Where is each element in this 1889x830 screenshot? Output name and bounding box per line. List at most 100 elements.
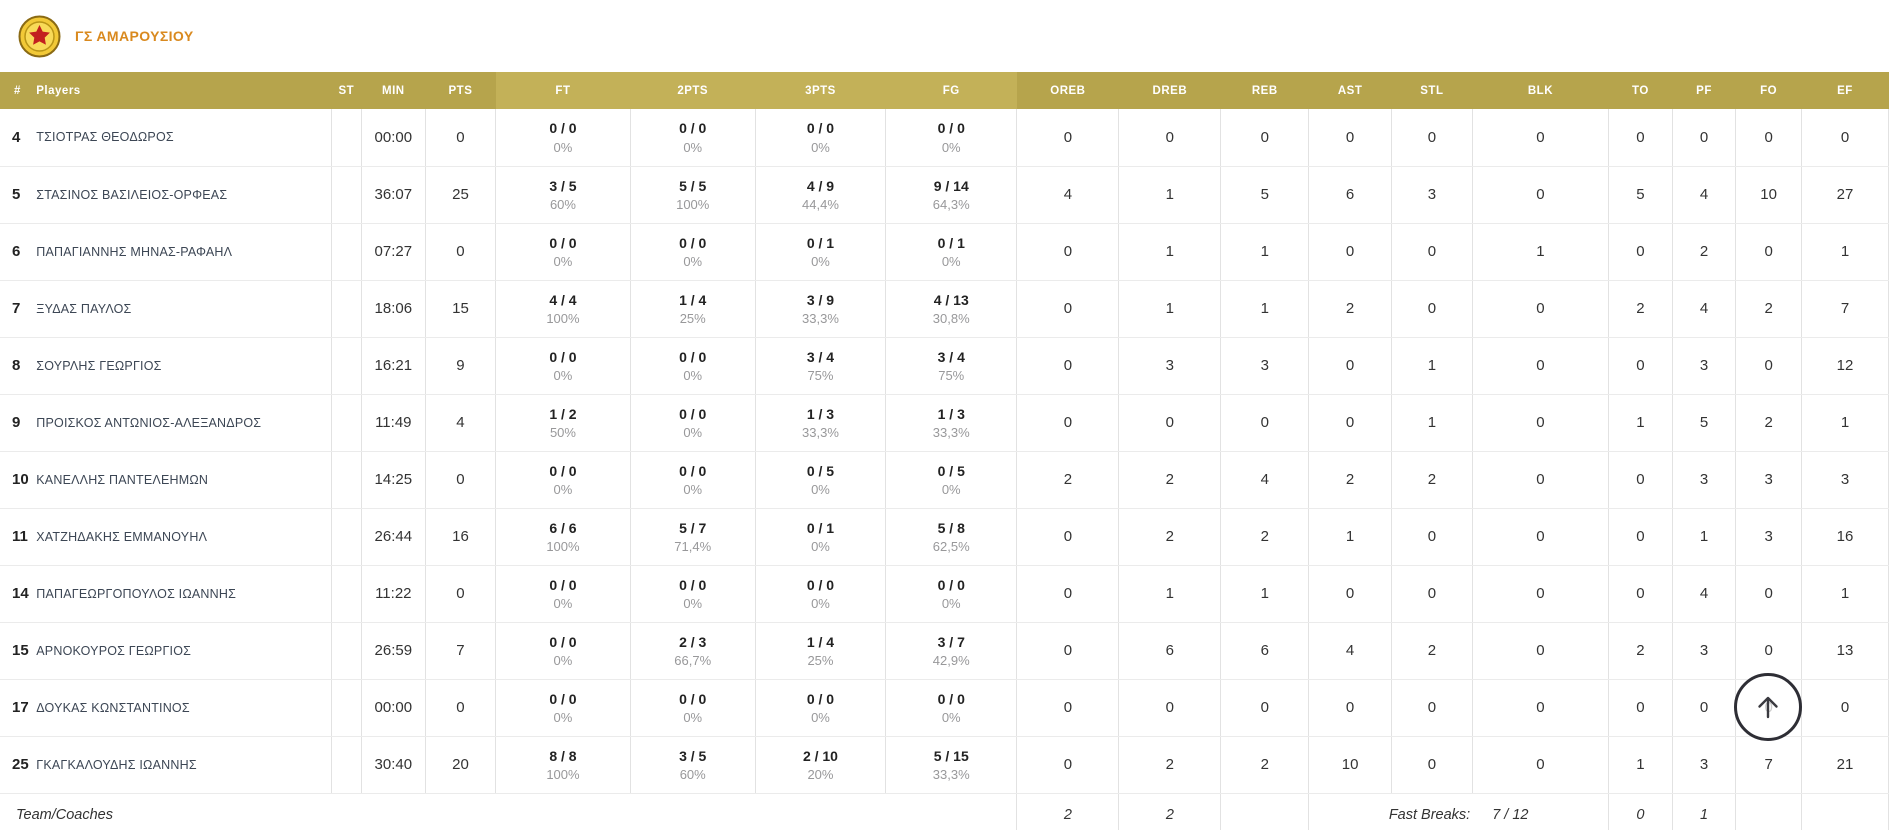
player-number: 10 [0, 451, 29, 509]
player-ast: 2 [1308, 280, 1392, 338]
player-dreb: 0 [1118, 394, 1222, 452]
player-stl: 0 [1391, 679, 1473, 737]
player-min: 11:22 [361, 565, 426, 623]
player-pts: 0 [425, 223, 497, 281]
player-p3: 0 / 0 0% [755, 565, 887, 623]
player-to: 5 [1608, 166, 1673, 224]
player-p2: 0 / 0 0% [630, 394, 756, 452]
player-to: 1 [1608, 394, 1673, 452]
player-reb: 6 [1220, 622, 1310, 680]
player-fg: 0 / 5 0% [885, 451, 1018, 509]
player-ast: 10 [1308, 736, 1392, 794]
player-name: ΑΡΝΟΚΟΥΡΟΣ ΓΕΩΡΓΙΟΣ [28, 622, 332, 680]
player-stl: 0 [1391, 280, 1473, 338]
player-st [331, 508, 363, 566]
player-fg: 0 / 0 0% [885, 109, 1018, 167]
player-row: 10 ΚΑΝΕΛΛΗΣ ΠΑΝΤΕΛΕΗΜΩΝ 14:25 0 0 / 0 0% 0 / 0… [0, 451, 1889, 509]
player-to: 0 [1608, 109, 1673, 167]
player-ast: 0 [1308, 679, 1392, 737]
player-min: 00:00 [361, 109, 426, 167]
player-st [331, 394, 363, 452]
player-number: 15 [0, 622, 29, 680]
player-blk: 0 [1472, 736, 1610, 794]
column-header-players: Players [28, 72, 332, 109]
player-ft: 0 / 0 0% [495, 223, 631, 281]
player-name: ΣΟΥΡΛΗΣ ΓΕΩΡΓΙΟΣ [28, 337, 332, 395]
player-pf: 4 [1672, 280, 1737, 338]
player-stl: 0 [1391, 223, 1473, 281]
footer-fo [1735, 792, 1802, 830]
player-oreb: 0 [1016, 508, 1120, 566]
scroll-to-top-button[interactable] [1734, 673, 1802, 741]
column-header-num: # [0, 72, 29, 109]
player-ft: 0 / 0 0% [495, 565, 631, 623]
player-to: 2 [1608, 280, 1673, 338]
footer-oreb: 2 [1016, 792, 1120, 830]
player-reb: 0 [1220, 679, 1310, 737]
player-oreb: 4 [1016, 166, 1120, 224]
player-ft: 0 / 0 0% [495, 109, 631, 167]
player-dreb: 1 [1118, 223, 1222, 281]
player-reb: 1 [1220, 565, 1310, 623]
player-ast: 0 [1308, 109, 1392, 167]
player-ft: 0 / 0 0% [495, 337, 631, 395]
team-logo [18, 15, 61, 57]
player-ast: 6 [1308, 166, 1392, 224]
player-p3: 0 / 0 0% [755, 109, 887, 167]
player-min: 26:59 [361, 622, 426, 680]
column-header-p3: 3PTS [755, 72, 886, 109]
player-ef: 3 [1801, 451, 1889, 509]
column-header-pts: PTS [425, 72, 496, 109]
player-name: ΣΤΑΣΙΝΟΣ ΒΑΣΙΛΕΙΟΣ-ΟΡΦΕΑΣ [28, 166, 332, 224]
player-row: 14 ΠΑΠΑΓΕΩΡΓΟΠΟΥΛΟΣ ΙΩΑΝΝΗΣ 11:22 0 0 / 0 0% 0… [0, 565, 1889, 623]
player-pf: 2 [1672, 223, 1737, 281]
player-fo: 0 [1735, 337, 1802, 395]
player-fg: 1 / 3 33,3% [885, 394, 1018, 452]
player-p3: 2 / 10 20% [755, 736, 887, 794]
player-oreb: 0 [1016, 223, 1120, 281]
player-ef: 16 [1801, 508, 1889, 566]
player-fg: 0 / 0 0% [885, 565, 1018, 623]
player-p2: 0 / 0 0% [630, 679, 756, 737]
column-header-ast: AST [1308, 72, 1392, 109]
player-number: 7 [0, 280, 29, 338]
player-st [331, 565, 363, 623]
player-stl: 0 [1391, 565, 1473, 623]
player-blk: 1 [1472, 223, 1610, 281]
player-name: ΠΑΠΑΓΕΩΡΓΟΠΟΥΛΟΣ ΙΩΑΝΝΗΣ [28, 565, 332, 623]
fast-breaks-value: 7 / 12 [1492, 807, 1529, 824]
player-number: 9 [0, 394, 29, 452]
player-pf: 5 [1672, 394, 1737, 452]
player-name: ΤΣΙΟΤΡΑΣ ΘΕΟΔΩΡΟΣ [28, 109, 332, 167]
player-pf: 1 [1672, 508, 1737, 566]
player-pf: 3 [1672, 622, 1737, 680]
player-ft: 0 / 0 0% [495, 679, 631, 737]
column-header-fo: FO [1735, 72, 1802, 109]
player-fo: 3 [1735, 451, 1802, 509]
player-pf: 4 [1672, 565, 1737, 623]
player-dreb: 3 [1118, 337, 1222, 395]
player-number: 5 [0, 166, 29, 224]
player-name: ΠΑΠΑΓΙΑΝΝΗΣ ΜΗΝΑΣ-ΡΑΦΑΗΛ [28, 223, 332, 281]
player-number: 11 [0, 508, 29, 566]
column-header-to: TO [1608, 72, 1673, 109]
column-header-st: ST [331, 72, 362, 109]
player-fo: 3 [1735, 508, 1802, 566]
player-oreb: 0 [1016, 565, 1120, 623]
player-pf: 4 [1672, 166, 1737, 224]
player-fo: 0 [1735, 223, 1802, 281]
player-dreb: 1 [1118, 166, 1222, 224]
player-name: ΓΚΑΓΚΑΛΟΥΔΗΣ ΙΩΑΝΝΗΣ [28, 736, 332, 794]
column-header-oreb: OREB [1016, 72, 1119, 109]
player-p2: 0 / 0 0% [630, 451, 756, 509]
player-oreb: 0 [1016, 622, 1120, 680]
player-fg: 9 / 14 64,3% [885, 166, 1018, 224]
team-coaches-label: Team/Coaches [0, 792, 362, 830]
player-fo: 7 [1735, 736, 1802, 794]
player-dreb: 6 [1118, 622, 1222, 680]
footer-to: 0 [1608, 792, 1673, 830]
player-to: 0 [1608, 337, 1673, 395]
column-header-p2: 2PTS [630, 72, 756, 109]
